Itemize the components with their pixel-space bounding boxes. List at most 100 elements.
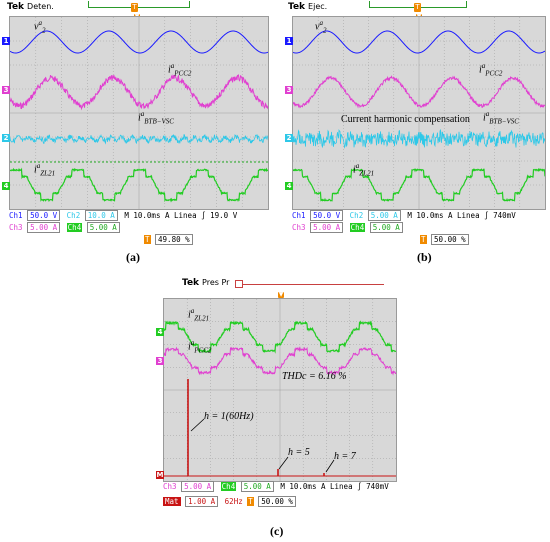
panel-c: Tek Pres Pr ▼ 4 3 M iaZL21 iaPCC2 THDc = … xyxy=(140,272,410,542)
ch4-label: Ch4 xyxy=(66,223,83,232)
label-izl21a: iaZL21 xyxy=(353,162,375,178)
izl21a-trace xyxy=(10,167,268,203)
label-izl21a: iaZL21 xyxy=(188,307,210,323)
ch3-label: Ch3 xyxy=(292,223,306,232)
math-scale: 1.00 A xyxy=(185,496,219,507)
brand-label: Tek xyxy=(182,278,200,288)
ch4-scale: 5.00 A xyxy=(240,481,274,492)
label-ipcc2a: iaPCC2 xyxy=(168,62,192,78)
ch2-scale: 10.0 A xyxy=(84,210,118,221)
trigger-level: 19.0 V xyxy=(210,211,238,220)
trigger-source: A Linea ∫ xyxy=(447,211,489,220)
label-ibtb-vsca: iaBTB−VSC xyxy=(483,110,519,126)
ch4-marker: 4 xyxy=(285,182,293,190)
ch2-marker: 2 xyxy=(285,134,293,142)
brand-label: Tek xyxy=(7,2,25,12)
ch1-label: Ch1 xyxy=(9,211,23,220)
label-ipcc2a: iaPCC2 xyxy=(479,62,503,78)
trigger-level: 740mV xyxy=(493,211,516,220)
note-harmonic-compensation: Current harmonic compensation xyxy=(341,114,470,125)
graticule xyxy=(164,299,396,481)
waveform-plot-a xyxy=(10,17,268,209)
status-bar-b: Ch1 50.0 V Ch2 5.00 A M 10.0ms A Linea ∫… xyxy=(292,210,516,245)
waveform-plot-b xyxy=(293,17,545,209)
trigger-marker: T xyxy=(131,3,138,12)
ch3-scale: 5.00 A xyxy=(310,222,344,233)
trigger-source: A Linea ∫ xyxy=(320,482,362,491)
acq-mode: Deten. xyxy=(27,2,54,11)
ch3-scale: 5.00 A xyxy=(27,222,61,233)
math-marker: M xyxy=(156,471,164,479)
timebase: M 10.0ms xyxy=(124,211,161,220)
ch4-label: Ch4 xyxy=(220,482,237,491)
math-label: Mat xyxy=(163,497,181,506)
timebase: M 10.0ms xyxy=(280,482,317,491)
status-bar-c: Ch3 5.00 A Ch4 5.00 A M 10.0ms A Linea ∫… xyxy=(163,481,389,507)
ch3-marker: 3 xyxy=(2,86,10,94)
ch4-marker: 4 xyxy=(156,328,164,336)
caption-c: (c) xyxy=(270,524,284,538)
label-v2a: va2 xyxy=(34,19,46,35)
ch1-scale: 50.0 V xyxy=(310,210,344,221)
ch2-marker: 2 xyxy=(2,134,10,142)
harmonic-7-label: h = 7 xyxy=(334,451,356,462)
ch3-marker: 3 xyxy=(156,357,164,365)
ch4-label: Ch4 xyxy=(349,223,366,232)
panel-a-header: Tek Deten. xyxy=(7,2,54,14)
label-v2a: va2 xyxy=(315,19,327,35)
ch1-marker: 1 xyxy=(285,37,293,45)
waveform-plot-c xyxy=(164,299,396,481)
ipcc2a-trace xyxy=(10,73,268,111)
trigger-source: A Linea ∫ xyxy=(164,211,206,220)
scope-screen-c: 4 3 M iaZL21 iaPCC2 THDc = 6.16 % h = 1(… xyxy=(156,298,397,482)
trigger-pos-icon: T xyxy=(247,497,254,506)
panel-b-header: Tek Ejec. xyxy=(288,2,327,14)
label-ibtb-vsca: iaBTB−VSC xyxy=(138,110,174,126)
brand-label: Tek xyxy=(288,2,306,12)
trigger-position: 50.00 % xyxy=(431,234,469,245)
trigger-position: 50.00 % xyxy=(258,496,296,507)
ch2-label: Ch2 xyxy=(66,211,81,220)
caption-b: (b) xyxy=(417,250,432,264)
v2a-trace xyxy=(10,30,268,54)
ch1-marker: 1 xyxy=(2,37,10,45)
trigger-arrow-icon: ▼ xyxy=(278,291,284,298)
ch4-marker: 4 xyxy=(2,182,10,190)
trigger-pos-icon: T xyxy=(144,235,151,244)
ibtb-vsca-trace xyxy=(293,128,545,149)
trigger-window-bar xyxy=(88,1,190,8)
harmonic-1-label: h = 1(60Hz) xyxy=(204,411,254,422)
ch3-label: Ch3 xyxy=(9,223,23,232)
ch3-marker: 3 xyxy=(285,86,293,94)
math-frequency: 62Hz xyxy=(224,497,243,506)
trigger-level: 740mV xyxy=(366,482,389,491)
acq-mode: Ejec. xyxy=(308,2,328,11)
ch3-scale: 5.00 A xyxy=(181,481,215,492)
izl21a-trace xyxy=(164,320,396,354)
label-ipcc2a: iaPCC2 xyxy=(188,339,212,355)
status-bar-a: Ch1 50.0 V Ch2 10.0 A M 10.0ms A Linea ∫… xyxy=(9,210,237,245)
scope-screen-b: 1 3 2 4 va2 iaPCC2 Current harmonic comp… xyxy=(285,16,546,210)
trigger-pos-icon: T xyxy=(420,235,427,244)
ipcc2a-trace xyxy=(164,346,396,376)
acq-mode: Pres Pr xyxy=(202,278,230,287)
ch1-scale: 50.0 V xyxy=(27,210,61,221)
ibtb-vsca-trace xyxy=(10,133,268,145)
ch1-label: Ch1 xyxy=(292,211,306,220)
harmonic-5-label: h = 5 xyxy=(288,447,310,458)
h5-arrow xyxy=(278,456,289,470)
izl21a-trace xyxy=(293,167,545,202)
trigger-marker: T xyxy=(414,3,421,12)
record-window-marker xyxy=(235,280,243,288)
scope-screen-a: 1 3 2 4 va2 iaPCC2 iaBTB−VSC iaZL21 xyxy=(2,16,269,210)
label-izl21a: iaZL21 xyxy=(34,162,56,178)
trigger-position: 49.80 % xyxy=(155,234,193,245)
v2a-trace xyxy=(293,30,545,54)
record-bar xyxy=(236,284,384,285)
ch2-label: Ch2 xyxy=(349,211,364,220)
h7-arrow xyxy=(325,459,335,473)
h1-arrow xyxy=(190,418,205,432)
ch4-scale: 5.00 A xyxy=(369,222,403,233)
